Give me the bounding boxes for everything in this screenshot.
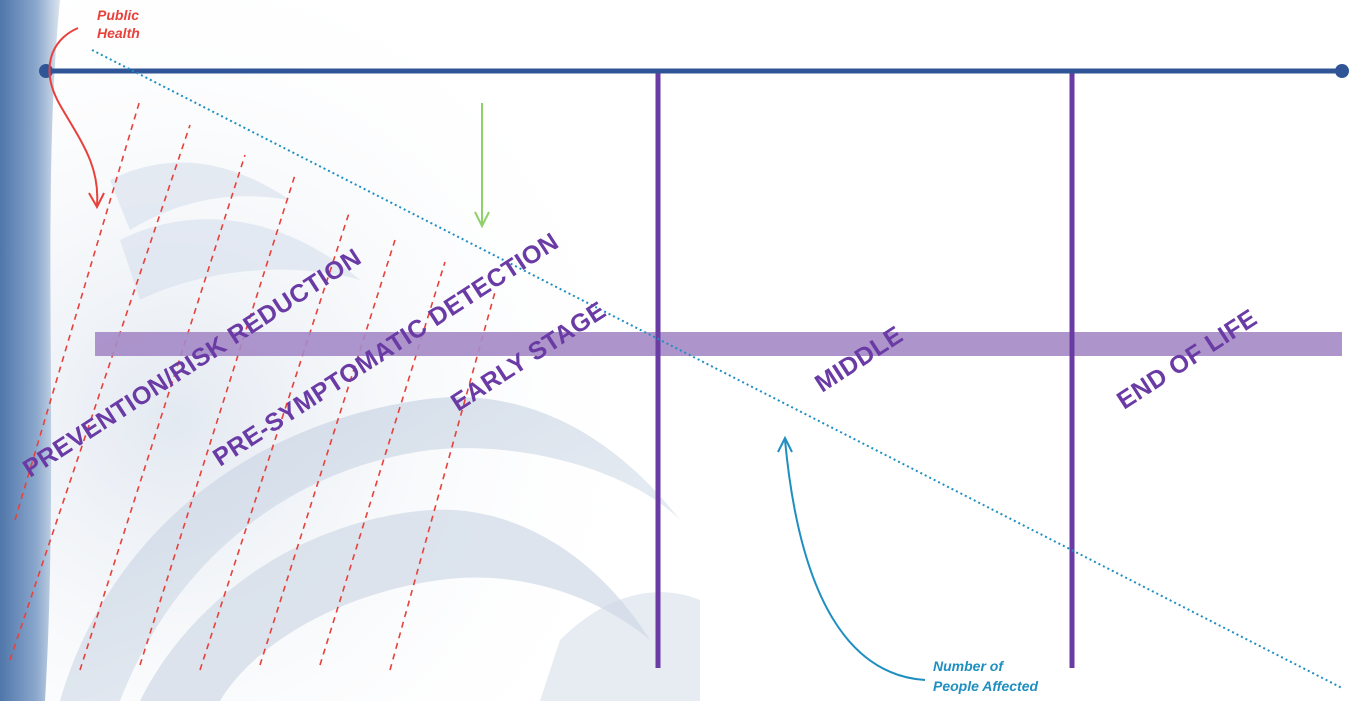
hatch-line (14, 99, 141, 521)
hatch-line (259, 239, 396, 666)
hatch-line (319, 261, 446, 666)
arrow-down-icon (474, 103, 490, 229)
people-affected-line (91, 49, 1343, 689)
curved-arrow-down-icon (48, 27, 105, 210)
hatch-line (199, 209, 351, 671)
timeline-end-dot (1335, 64, 1349, 78)
people-affected-label-line1: Number of (933, 658, 1004, 674)
stage-band (95, 332, 1342, 356)
public-health-label-line1: Public (97, 7, 139, 23)
public-health-label-line2: Health (97, 25, 140, 41)
hatch-line (139, 174, 296, 666)
timeline-start-dot (39, 64, 53, 78)
people-affected-label-line2: People Affected (933, 678, 1038, 694)
hatch-line (79, 154, 246, 671)
hatching-lines (9, 99, 496, 671)
curved-arrow-up-icon (777, 435, 926, 681)
